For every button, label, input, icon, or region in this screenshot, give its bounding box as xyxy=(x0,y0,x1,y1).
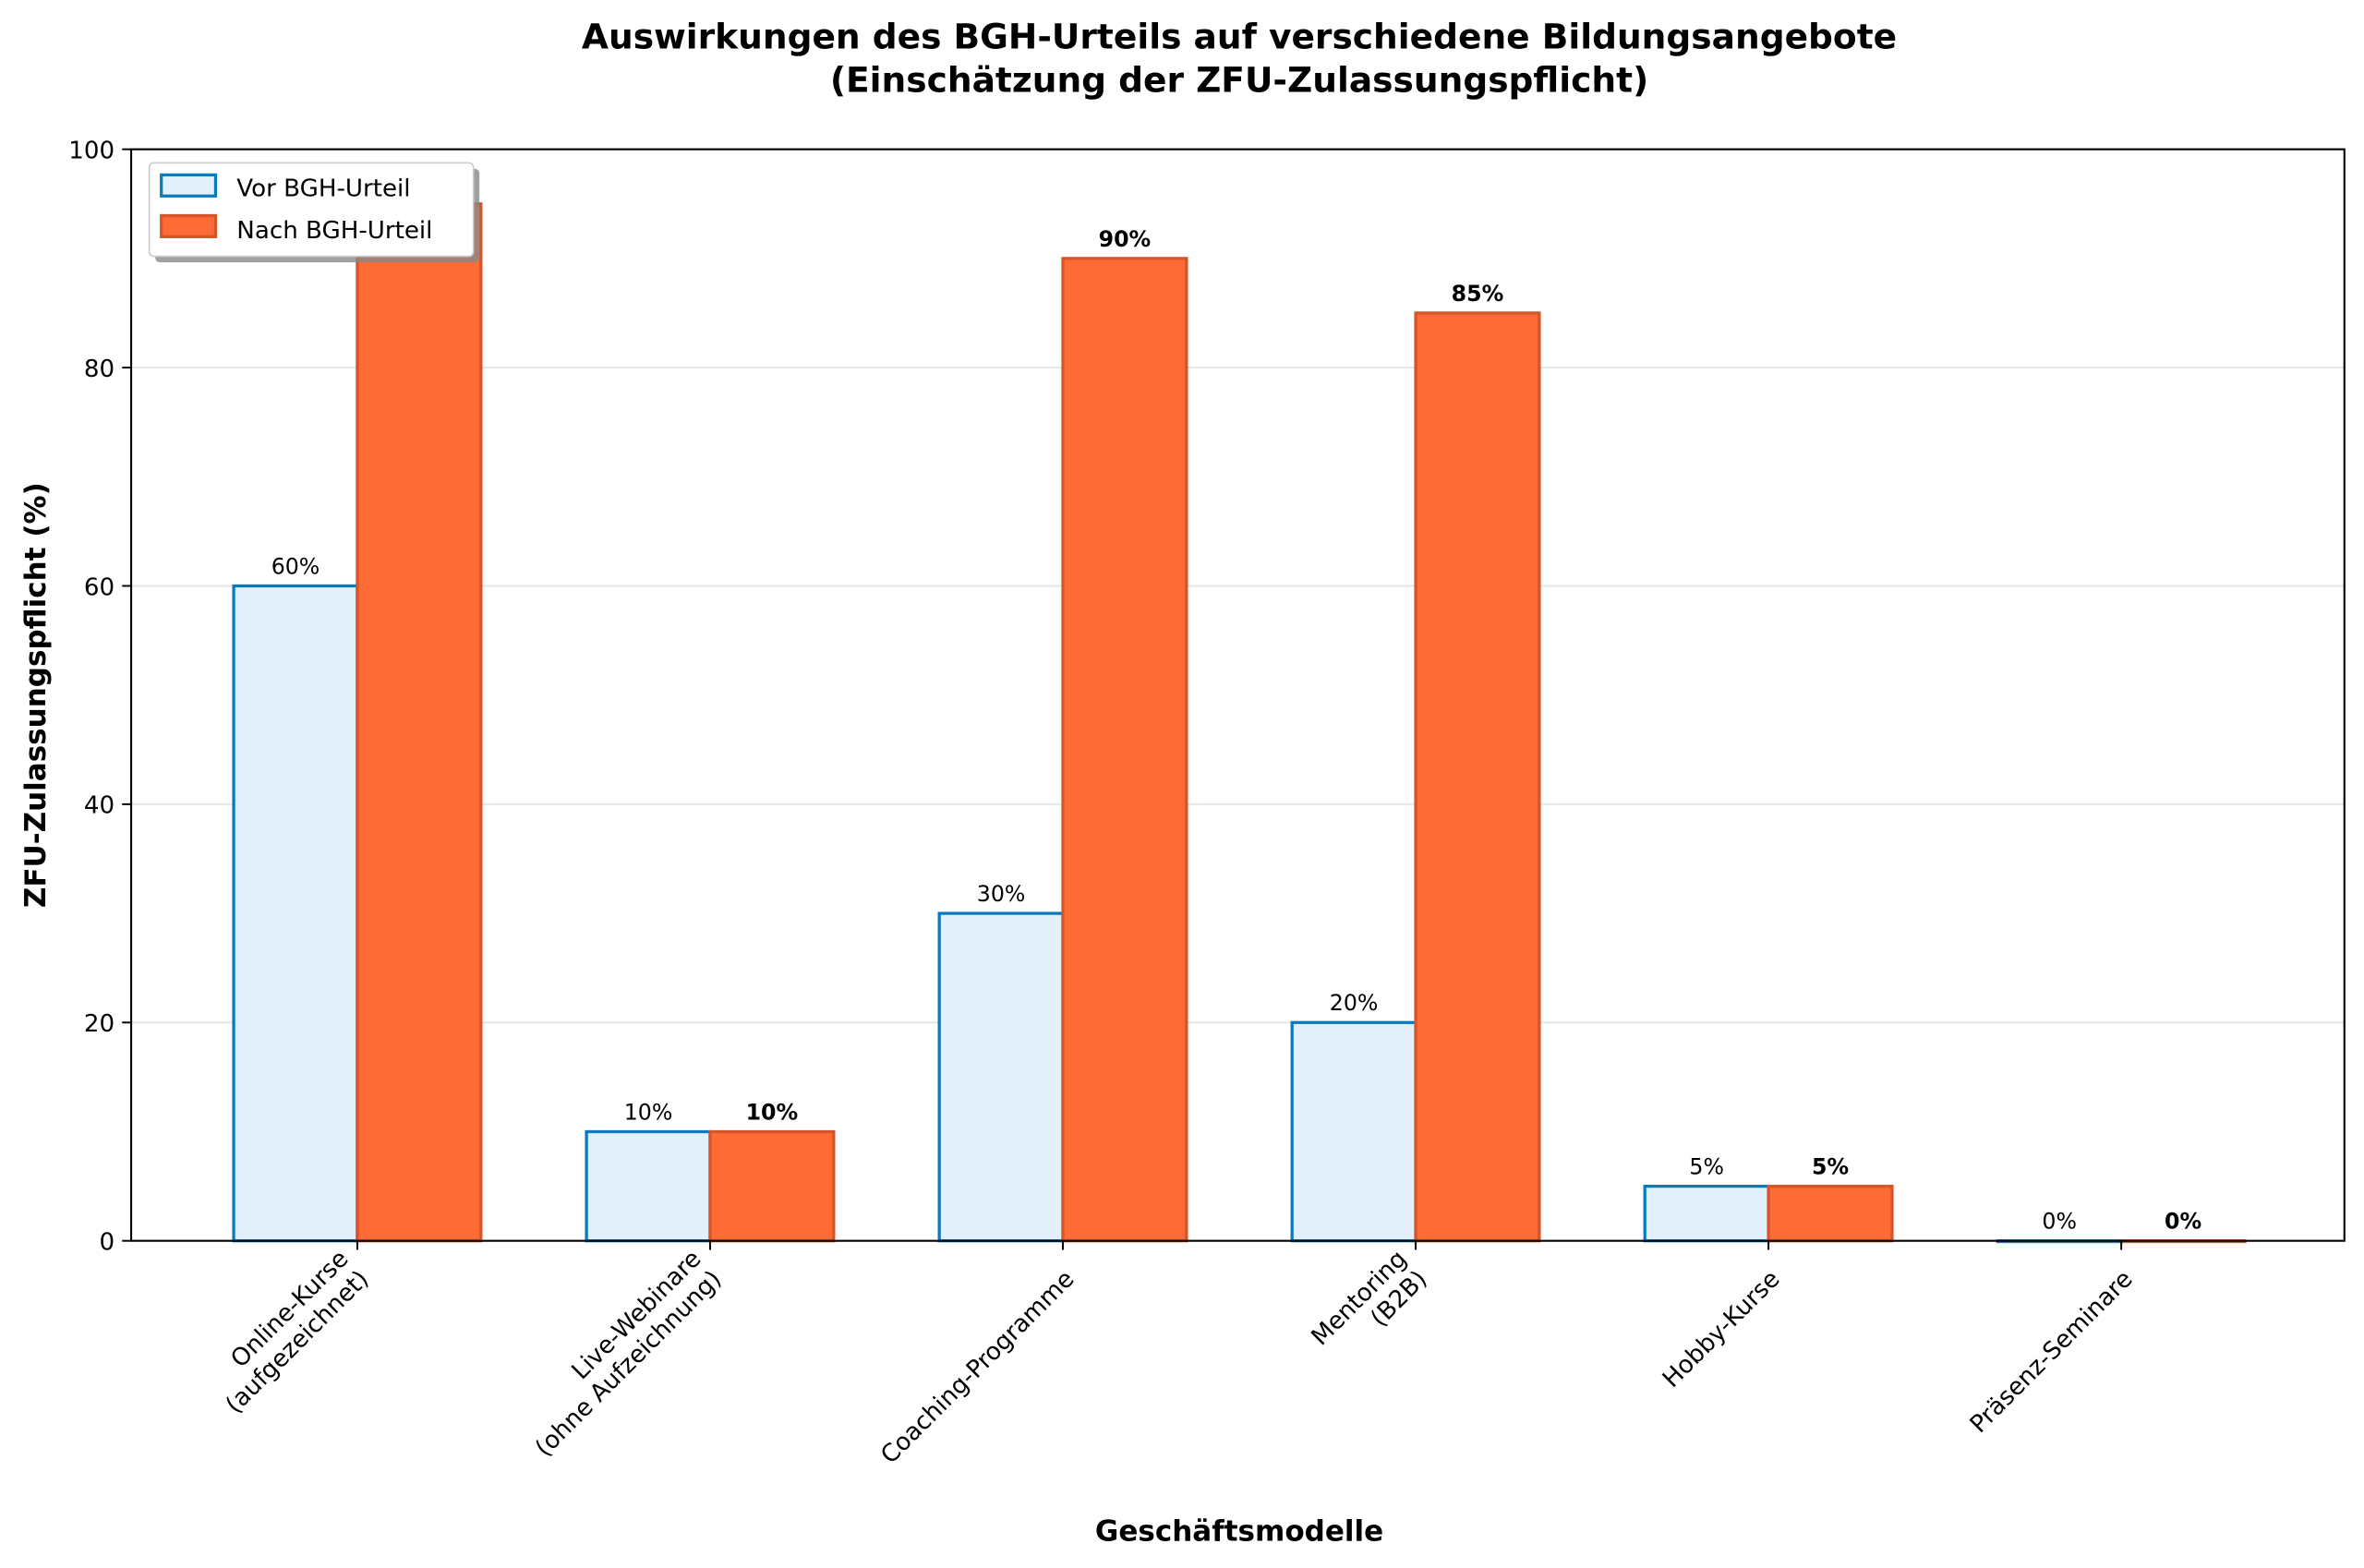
legend: Vor BGH-Urteil Nach BGH-Urteil xyxy=(148,162,480,263)
data-label: 5% xyxy=(1689,1154,1724,1180)
bar-vor xyxy=(1643,1184,1770,1243)
bar-nach xyxy=(1061,257,1188,1243)
bar-vor xyxy=(937,911,1065,1243)
bar-vor xyxy=(585,1129,712,1243)
data-label: 30% xyxy=(977,881,1026,907)
x-tick-label: Präsenz-Seminare xyxy=(1965,1265,2139,1439)
chart-title: Auswirkungen des BGH-Urteils auf verschi… xyxy=(582,16,1897,56)
x-axis-label: Geschäftsmodelle xyxy=(1095,1515,1383,1549)
legend-swatch-vor xyxy=(160,173,218,198)
x-tick-label-line: Präsenz-Seminare xyxy=(1965,1265,2139,1439)
data-label: 20% xyxy=(1330,990,1379,1016)
data-label: 10% xyxy=(624,1099,673,1125)
y-tick-label: 100 xyxy=(68,137,115,164)
x-tick-label: Live-Webinare(ohne Aufzeichnung) xyxy=(510,1245,727,1462)
bar-nach xyxy=(1767,1184,1894,1243)
x-tick-label-line: Hobby-Kurse xyxy=(1658,1265,1786,1393)
bar-vor xyxy=(1290,1020,1417,1243)
y-tick-label: 0 xyxy=(99,1228,115,1256)
x-tick-label-line: Coaching-Programme xyxy=(875,1265,1079,1469)
y-axis-label: ZFU-Zulassungspflicht (%) xyxy=(19,482,53,908)
legend-label-nach: Nach BGH-Urteil xyxy=(236,217,432,245)
data-label: 0% xyxy=(2165,1209,2201,1235)
y-tick-label: 80 xyxy=(84,356,115,383)
x-tick-label: Coaching-Programme xyxy=(875,1265,1079,1469)
y-tick-label: 60 xyxy=(84,573,115,601)
data-label: 90% xyxy=(1099,226,1152,252)
legend-label-vor: Vor BGH-Urteil xyxy=(236,175,410,202)
y-tick-label: 20 xyxy=(84,1010,115,1038)
y-tick-label: 40 xyxy=(84,792,115,820)
x-tick-label: Mentoring(B2B) xyxy=(1307,1245,1433,1371)
bar-nach xyxy=(1414,311,1541,1243)
plot-frame xyxy=(129,148,2346,1242)
x-tick-label: Hobby-Kurse xyxy=(1658,1265,1786,1393)
bar-nach xyxy=(356,202,483,1243)
data-label: 5% xyxy=(1812,1154,1849,1180)
legend-swatch-nach xyxy=(160,213,218,238)
x-tick-label: Online-Kurse(aufgezeichnet) xyxy=(200,1245,374,1418)
data-label: 10% xyxy=(746,1099,799,1125)
chart-subtitle: (Einschätzung der ZFU-Zulassungspflicht) xyxy=(830,60,1648,101)
data-label: 0% xyxy=(2042,1209,2077,1235)
data-label: 85% xyxy=(1452,281,1504,307)
x-tick-label-line: (ohne Aufzeichnung) xyxy=(530,1265,727,1462)
bar-nach xyxy=(708,1129,836,1243)
data-label: 60% xyxy=(271,553,320,579)
bar-vor xyxy=(232,584,359,1243)
